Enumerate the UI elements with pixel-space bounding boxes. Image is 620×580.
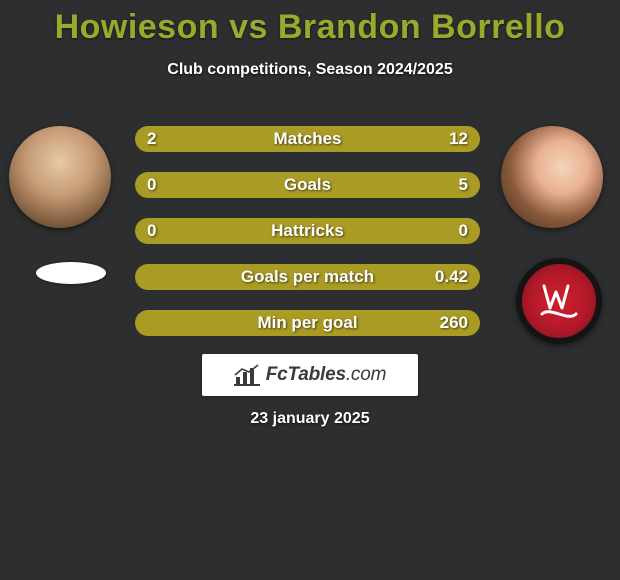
player-left-avatar: [9, 126, 111, 228]
stat-row: 0 Goals 5: [135, 170, 480, 200]
brand-box[interactable]: FcTables.com: [202, 354, 418, 396]
club-left-badge: [36, 262, 106, 284]
stat-label: Min per goal: [135, 308, 480, 338]
stat-label: Goals per match: [135, 262, 480, 292]
comparison-card: Howieson vs Brandon Borrello Club compet…: [0, 0, 620, 580]
club-right-badge: [516, 258, 602, 344]
brand-suffix: .com: [346, 364, 386, 385]
stat-right-value: 260: [440, 308, 468, 338]
stat-right-value: 0: [459, 216, 468, 246]
subtitle: Club competitions, Season 2024/2025: [0, 61, 620, 79]
bar-chart-icon: [234, 364, 260, 386]
stat-right-value: 5: [459, 170, 468, 200]
stat-label: Hattricks: [135, 216, 480, 246]
stat-row: 0 Hattricks 0: [135, 216, 480, 246]
stat-row: Min per goal 260: [135, 308, 480, 338]
wanderers-logo-icon: [536, 278, 582, 324]
stat-row: Goals per match 0.42: [135, 262, 480, 292]
date-text: 23 january 2025: [0, 410, 620, 428]
page-title: Howieson vs Brandon Borrello: [0, 8, 620, 47]
player-right-avatar: [501, 126, 603, 228]
stat-right-value: 12: [449, 124, 468, 154]
stat-label: Goals: [135, 170, 480, 200]
stat-row: 2 Matches 12: [135, 124, 480, 154]
brand-name: FcTables: [266, 364, 346, 385]
stat-right-value: 0.42: [435, 262, 468, 292]
stat-label: Matches: [135, 124, 480, 154]
brand-text: FcTables.com: [266, 364, 386, 386]
